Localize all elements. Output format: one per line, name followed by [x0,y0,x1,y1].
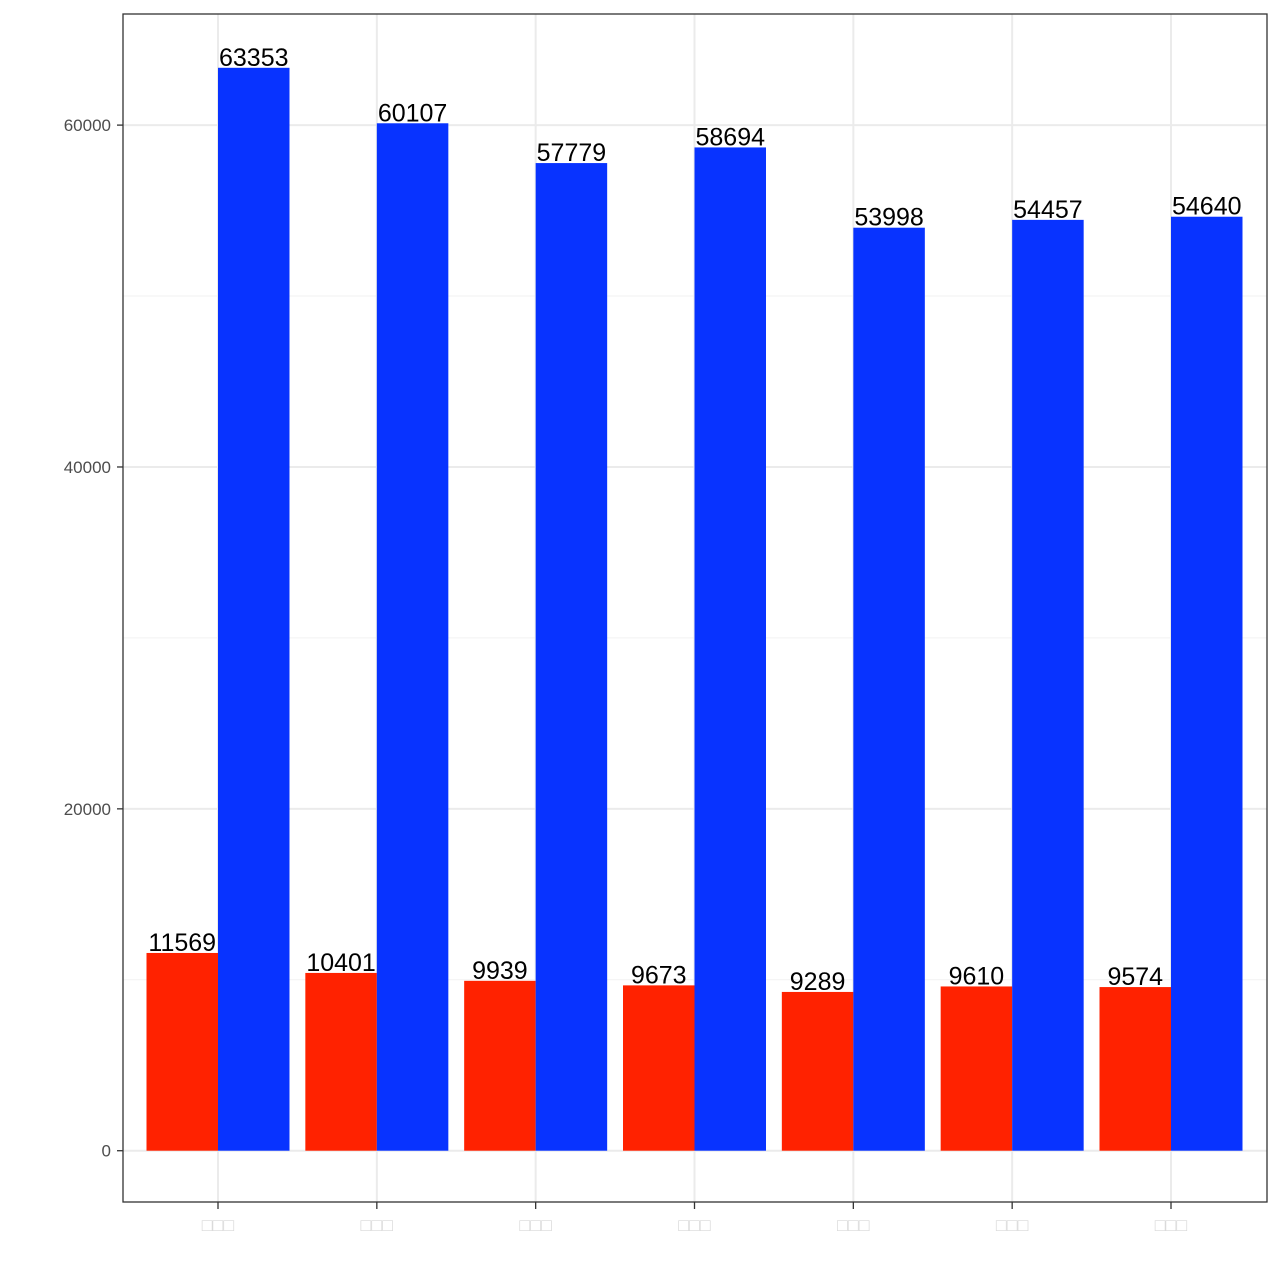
bar-value-label: 54457 [1013,196,1083,224]
bar-value-label: 9939 [472,957,528,985]
x-tick-label: □□□ [837,1215,870,1235]
bar-value-label: 54640 [1172,193,1242,221]
bar-value-label: 9610 [949,962,1005,990]
x-tick-label: □□□ [361,1215,394,1235]
x-tick-label: □□□ [519,1215,552,1235]
bar [464,980,536,1151]
bar-value-label: 10401 [306,949,376,977]
bar-value-label: 57779 [537,139,607,167]
data-labels: 11569 10401 9939 9673 9289 9610 9574 63353 60107… [148,44,1241,996]
bar [1099,987,1171,1151]
bar [853,227,925,1151]
bar [146,952,218,1151]
bars [146,67,1243,1151]
y-tick-label: 40000 [64,458,111,477]
bar-value-label: 9574 [1107,963,1163,991]
bar-value-label: 63353 [219,44,289,72]
bar [218,67,290,1151]
bar-value-label: 58694 [695,123,765,151]
bar-value-label: 11569 [148,929,216,957]
bar [694,147,766,1151]
x-tick-label: □□□ [1155,1215,1188,1235]
x-tick-label: □□□ [678,1215,711,1235]
bar [535,163,608,1151]
axes: 0 20000 40000 60000 □□□ □□□ □□□ □□□ □□□ □□□ □□□ [64,116,1188,1235]
bar-value-label: 60107 [378,99,448,127]
bar [781,991,854,1151]
y-tick-label: 0 [102,1142,111,1161]
bar-value-label: 53998 [854,204,924,232]
plot-panel-border [122,13,1268,1203]
bar [376,123,449,1151]
bar [940,986,1013,1151]
y-tick-label: 60000 [64,116,111,135]
x-tick-label: □□□ [202,1215,235,1235]
y-tick-label: 20000 [64,800,111,819]
bar [1171,216,1243,1151]
x-tick-label: □□□ [996,1215,1029,1235]
bar [1012,219,1084,1151]
bar-value-label: 9289 [790,968,846,996]
bar [305,972,377,1151]
bar-value-label: 9673 [631,961,687,989]
bar [623,985,695,1151]
